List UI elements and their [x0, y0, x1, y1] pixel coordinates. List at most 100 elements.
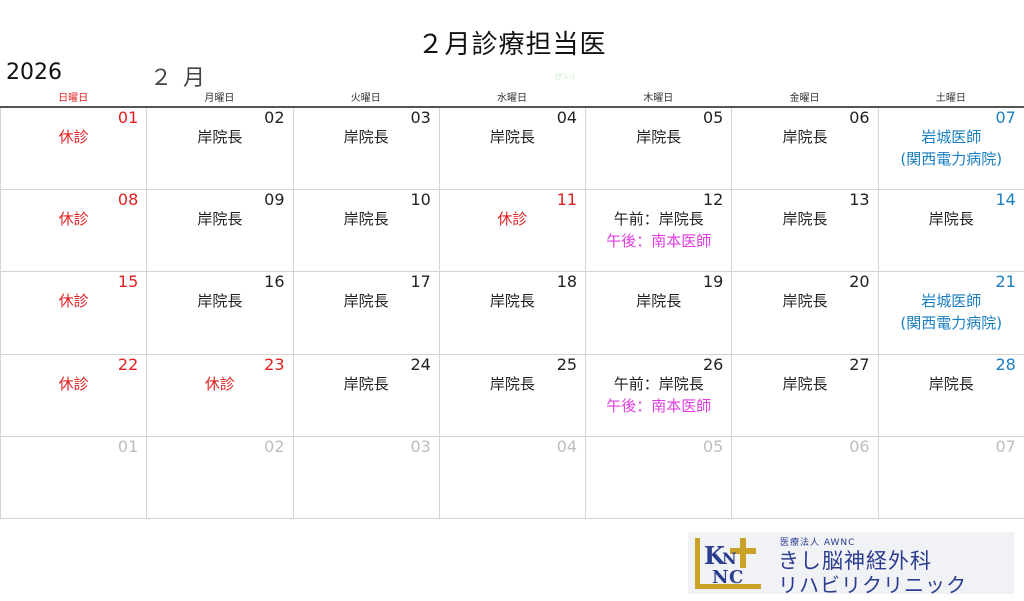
doctor-schedule: 岩城医師 (関西電力病院) — [879, 290, 1024, 334]
knc-logo-mark-icon: K N N C — [695, 538, 761, 589]
calendar-day-cell: 21 岩城医師 (関西電力病院) — [878, 272, 1024, 355]
doctor-schedule: 休診 — [1, 126, 146, 148]
doctor-schedule: 岸院長 — [294, 208, 439, 230]
schedule-line: (関西電力病院) — [900, 150, 1003, 168]
day-number: 17 — [410, 272, 431, 292]
calendar-day-cell: 28 岸院長 — [878, 354, 1024, 437]
schedule-line: 岸院長 — [343, 374, 389, 393]
doctor-schedule: 岸院長 — [732, 373, 877, 395]
weekday-tuesday: 火曜日 — [350, 93, 381, 104]
logo-letter-c: C — [729, 567, 743, 588]
schedule-line: 休診 — [58, 374, 89, 393]
calendar-day-cell: 22 休診 — [1, 354, 148, 437]
day-number: 02 — [264, 108, 285, 127]
day-number: 01 — [117, 108, 139, 127]
doctor-schedule: 岸院長 — [732, 208, 877, 230]
schedule-line: 岸院長 — [197, 292, 243, 311]
calendar-day-cell: 19 岸院長 — [586, 272, 733, 355]
day-number: 22 — [117, 354, 139, 374]
doctor-schedule: 休診 — [1, 208, 146, 230]
day-number: 23 — [264, 354, 285, 374]
schedule-line: 休診 — [204, 374, 235, 393]
doctor-schedule: 休診 — [1, 373, 146, 395]
day-number: 20 — [849, 272, 870, 292]
schedule-line: 休診 — [58, 210, 89, 229]
day-number: 25 — [556, 354, 578, 374]
doctor-schedule: 休診 — [147, 373, 292, 395]
calendar-day-cell: 20 岸院長 — [732, 272, 879, 355]
calendar-day-cell: 24 岸院長 — [293, 354, 440, 437]
day-number: 02 — [264, 436, 285, 456]
calendar-day-cell: 10 岸院長 — [293, 190, 440, 273]
doctor-schedule: 岸院長 — [294, 373, 439, 395]
schedule-line: 岸院長 — [928, 374, 974, 393]
schedule-line: 岸院長 — [782, 128, 828, 146]
day-number: 21 — [995, 272, 1016, 292]
day-number: 07 — [995, 108, 1016, 127]
day-number: 27 — [849, 354, 870, 374]
calendar-day-cell: 04 岸院長 — [439, 108, 587, 191]
doctor-schedule: 岸院長 — [879, 373, 1024, 395]
day-number: 09 — [264, 190, 285, 210]
day-number: 11 — [556, 190, 578, 210]
weekday-sunday: 日曜日 — [58, 93, 89, 104]
schedule-line: 岩城医師 — [921, 292, 982, 311]
schedule-line: (関西電力病院) — [900, 314, 1003, 333]
calendar-day-cell: 13 岸院長 — [732, 190, 879, 273]
doctor-schedule: 休診 — [440, 208, 585, 230]
schedule-line: 岸院長 — [782, 374, 828, 393]
day-number: 16 — [264, 272, 285, 292]
day-number: 06 — [849, 108, 870, 127]
day-number: 18 — [556, 272, 578, 292]
weekday-wednesday: 水曜日 — [496, 93, 527, 104]
doctor-schedule: 岸院長 — [879, 208, 1024, 230]
day-number: 05 — [702, 436, 724, 456]
calendar-day-cell: 01 休診 — [1, 108, 148, 191]
day-number: 13 — [849, 190, 870, 210]
logo-clinic-name: きし脳神経外科 — [778, 549, 932, 573]
day-number: 12 — [702, 190, 724, 210]
schedule-line: 岸院長 — [489, 128, 535, 146]
calendar-day-cell: 02 岸院長 — [147, 108, 294, 191]
schedule-line: 岸院長 — [489, 374, 535, 393]
day-number: 01 — [117, 436, 139, 456]
doctor-schedule: 午前：岸院長 午後：南本医師 — [586, 373, 731, 417]
day-number: 24 — [410, 354, 431, 374]
calendar-day-cell: 05 岸院長 — [586, 108, 733, 191]
schedule-line: 岸院長 — [343, 292, 389, 311]
calendar-day-cell: 01 — [1, 436, 148, 519]
doctor-schedule: 岩城医師 (関西電力病院) — [879, 126, 1024, 170]
calendar-day-cell: 06 — [732, 436, 879, 519]
schedule-line: 午後：南本医師 — [606, 396, 712, 415]
day-number: 04 — [556, 108, 578, 127]
logo-corporation-text: 医療法人 AWNC — [780, 538, 856, 548]
day-number: 05 — [702, 108, 724, 127]
schedule-line: 休診 — [58, 128, 89, 146]
calendar-day-cell: 16 岸院長 — [147, 272, 294, 355]
day-number: 06 — [849, 436, 870, 456]
day-number: 14 — [995, 190, 1016, 210]
doctor-schedule: 岸院長 — [732, 126, 877, 148]
doctor-schedule: 岸院長 — [147, 208, 292, 230]
calendar-day-cell: 18 岸院長 — [439, 272, 587, 355]
page-title: ２月診療担当医 — [417, 30, 607, 60]
year-label: 2026 — [6, 60, 62, 85]
schedule-line: 午前：岸院長 — [613, 210, 704, 229]
day-number: 26 — [702, 354, 724, 374]
calendar-day-cell: 04 — [439, 436, 587, 519]
calendar-day-cell: 25 岸院長 — [439, 354, 587, 437]
day-number: 19 — [702, 272, 724, 292]
schedule-line: 岸院長 — [197, 128, 243, 146]
doctor-schedule: 午前：岸院長 午後：南本医師 — [586, 208, 731, 252]
logo-clinic-subtitle: リハビリクリニック — [778, 573, 967, 597]
day-number: 10 — [410, 190, 431, 210]
schedule-line: 岩城医師 — [921, 128, 982, 146]
schedule-line: 午後：南本医師 — [606, 232, 712, 251]
calendar-day-cell: 06 岸院長 — [732, 108, 879, 191]
schedule-line: 岸院長 — [636, 292, 682, 311]
header-divider — [0, 106, 1024, 108]
day-number: 15 — [117, 272, 139, 292]
calendar-day-cell: 05 — [586, 436, 733, 519]
calendar-day-cell: 07 岩城医師 (関西電力病院) — [878, 108, 1024, 191]
